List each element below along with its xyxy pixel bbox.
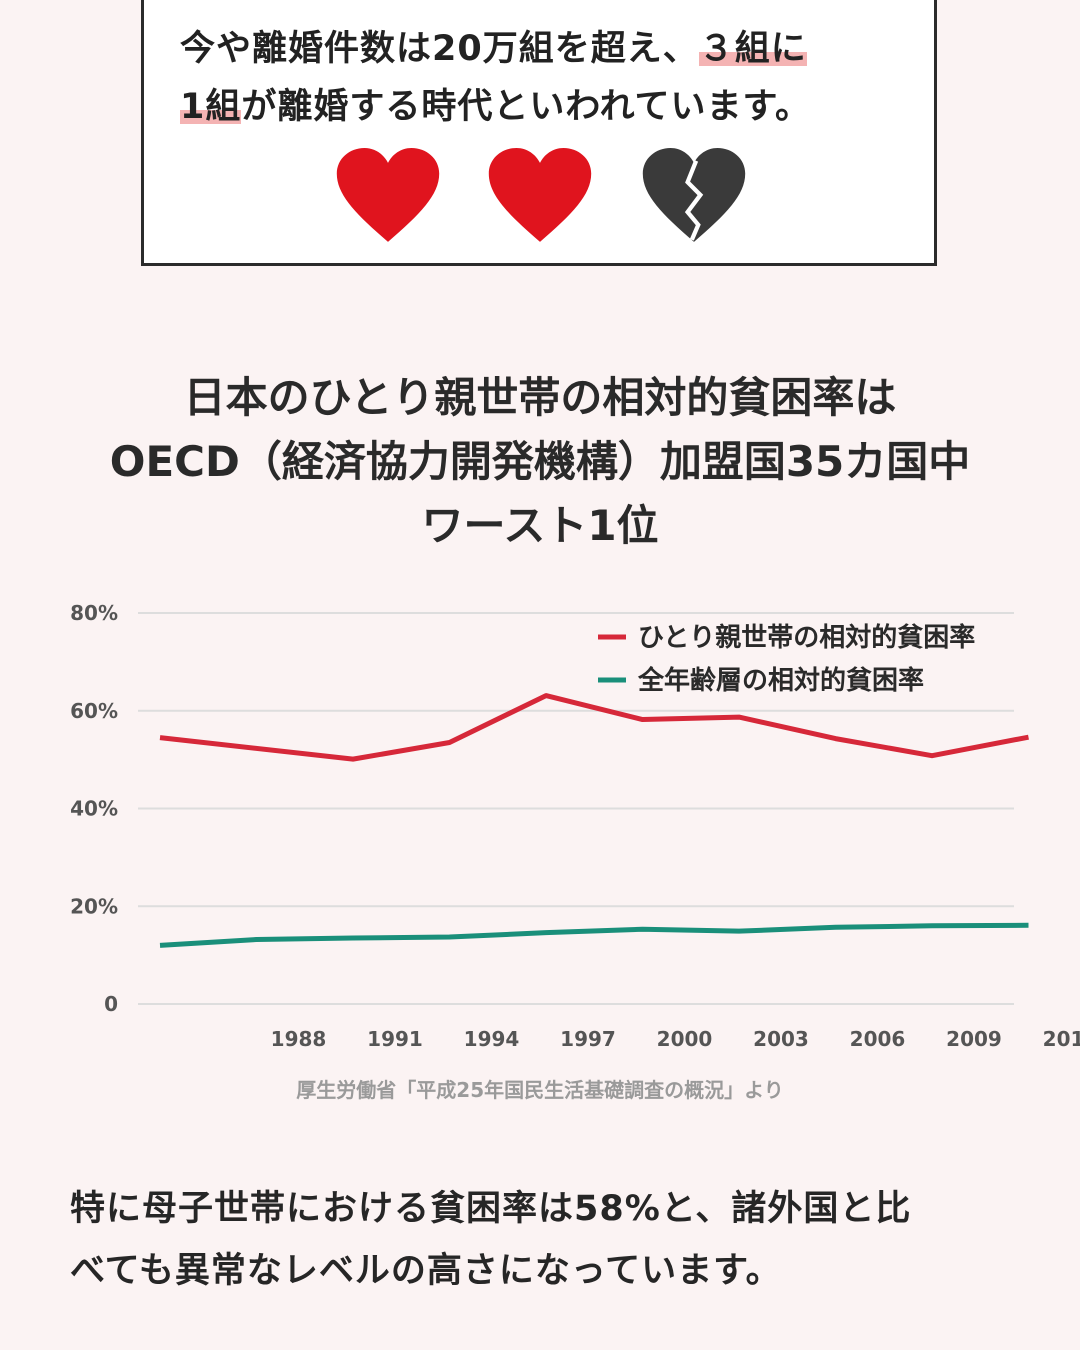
series-line — [159, 693, 1029, 762]
legend-label: ひとり親世帯の相対的貧困率 — [638, 622, 975, 653]
broken-heart-icon — [640, 148, 748, 244]
x-tick-label: 1997 — [560, 1027, 616, 1051]
intro-highlight-1: ３組に — [698, 29, 807, 69]
x-tick-label: 2000 — [657, 1027, 713, 1051]
footer-line-2: べても異常なレベルの高さになっています。 — [70, 1251, 782, 1291]
x-tick-label: 2006 — [850, 1027, 906, 1051]
x-tick-label: 2003 — [753, 1027, 809, 1051]
poverty-rate-chart: 0 20% 40% 60% 80% 1988 1991 1994 1997 2000 2003 200… — [70, 601, 1080, 1051]
x-tick-label: 2009 — [946, 1027, 1002, 1051]
heading-line-3: ワースト1位 — [421, 501, 659, 550]
hearts-row — [334, 148, 754, 248]
heart-icon — [486, 148, 594, 244]
y-tick-label: 60% — [70, 699, 118, 723]
intro-text-1: 今や離婚件数は20万組を超え、 — [180, 29, 699, 69]
intro-box: 今や離婚件数は20万組を超え、３組に 1組が離婚する時代といわれています。 — [141, 0, 937, 266]
x-tick-label: 1988 — [271, 1027, 327, 1051]
series-line — [159, 922, 1029, 948]
x-tick-label: 1994 — [464, 1027, 520, 1051]
chart-source: 厚生労働省「平成25年国民生活基礎調査の概況」より — [296, 1078, 784, 1102]
x-tick-label: 2012 — [1043, 1027, 1080, 1051]
legend-label: 全年齢層の相対的貧困率 — [637, 665, 924, 696]
y-tick-label: 20% — [70, 894, 118, 918]
x-tick-label: 1991 — [367, 1027, 423, 1051]
footer-line-1: 特に母子世帯における貧困率は58%と、諸外国と比 — [70, 1189, 912, 1229]
y-tick-label: 0 — [104, 992, 118, 1016]
heading-line-2: OECD（経済協力開発機構）加盟国35カ国中 — [109, 437, 971, 486]
heading-line-1: 日本のひとり親世帯の相対的貧困率は — [183, 373, 897, 422]
y-tick-label: 80% — [70, 601, 118, 625]
intro-text-2: が離婚する時代といわれています。 — [241, 87, 812, 127]
intro-line-1: 今や離婚件数は20万組を超え、３組に — [180, 20, 807, 71]
intro-highlight-2: 1組 — [180, 87, 242, 127]
heart-icon — [334, 148, 442, 244]
intro-line-2: 1組が離婚する時代といわれています。 — [180, 78, 811, 129]
y-tick-label: 40% — [70, 797, 118, 821]
